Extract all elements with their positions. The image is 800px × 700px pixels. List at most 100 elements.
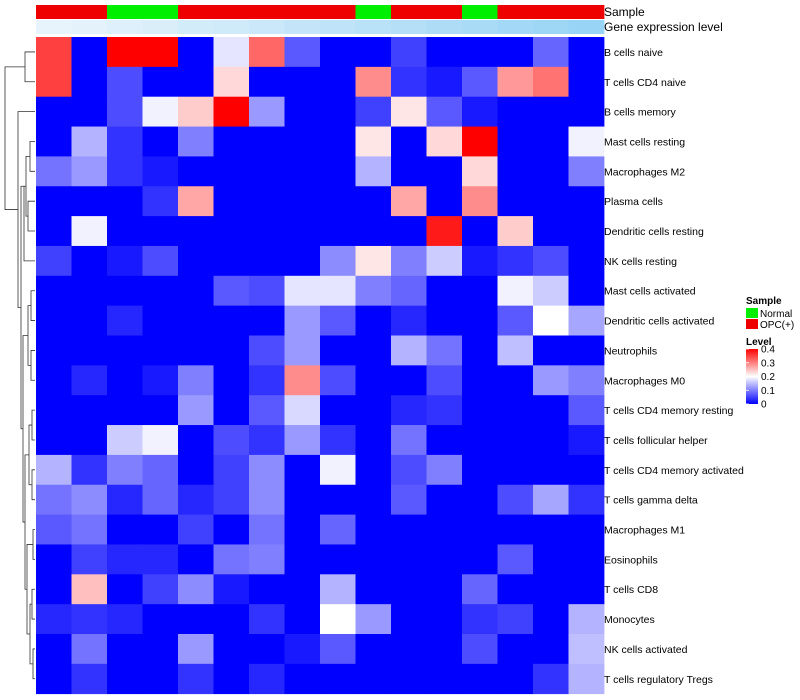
heatmap-cell bbox=[71, 156, 108, 187]
heatmap-cell bbox=[568, 66, 605, 98]
heatmap-cell bbox=[391, 663, 427, 695]
heatmap-cell bbox=[213, 305, 250, 336]
heatmap-cell bbox=[533, 335, 569, 366]
heatmap-cell bbox=[426, 66, 463, 98]
heatmap-cell bbox=[426, 395, 463, 426]
heatmap-cell bbox=[213, 126, 250, 157]
heatmap-cell bbox=[462, 216, 498, 247]
heatmap-cell bbox=[568, 186, 605, 217]
heatmap-cell bbox=[284, 156, 321, 187]
heatmap-cell bbox=[36, 395, 72, 426]
heatmap-cell bbox=[178, 544, 214, 575]
heatmap-cell bbox=[284, 66, 321, 98]
heatmap-cell bbox=[355, 544, 392, 575]
heatmap-cell bbox=[568, 365, 605, 396]
heatmap-cell bbox=[568, 514, 605, 545]
heatmap-cell bbox=[320, 186, 356, 217]
heatmap-cell bbox=[426, 305, 463, 336]
heatmap-cell bbox=[497, 454, 534, 486]
dendrogram-branch bbox=[32, 529, 35, 560]
heatmap-cell bbox=[391, 96, 427, 127]
heatmap-cell bbox=[355, 186, 392, 217]
heatmap-cell bbox=[213, 395, 250, 426]
heatmap-cell bbox=[497, 66, 534, 98]
heatmap-cell bbox=[213, 275, 250, 307]
heatmap-cell bbox=[426, 126, 463, 157]
level-tick-labels: 0 0.1 0.2 0.3 0.4 bbox=[746, 345, 775, 411]
sample-annotation-cell bbox=[107, 5, 143, 19]
row-label: Eosinophils bbox=[604, 554, 658, 566]
heatmap-cell bbox=[426, 186, 463, 217]
row-label: T cells CD8 bbox=[604, 584, 658, 596]
heatmap-cell bbox=[568, 454, 605, 486]
heatmap-cell bbox=[213, 96, 250, 127]
dendrogram-branch bbox=[29, 603, 33, 665]
heatmap-cell bbox=[142, 335, 179, 366]
sample-annotation-cell bbox=[497, 5, 534, 19]
level-legend-title: Level bbox=[746, 337, 772, 348]
heatmap-cell bbox=[533, 663, 569, 695]
heatmap-cell bbox=[355, 96, 392, 127]
heatmap-cell bbox=[107, 156, 143, 187]
heatmap-cell bbox=[71, 574, 108, 605]
heatmap-cell bbox=[178, 96, 214, 127]
heatmap-cell bbox=[426, 216, 463, 247]
heatmap-cell bbox=[71, 37, 108, 68]
heatmap-cell bbox=[320, 604, 356, 635]
heatmap-cell bbox=[391, 275, 427, 307]
heatmap-cell bbox=[568, 574, 605, 605]
sample-annotation-cell bbox=[284, 5, 321, 19]
heatmap-cell bbox=[71, 245, 108, 277]
heatmap-cell bbox=[107, 245, 143, 277]
row-label: B cells naive bbox=[604, 47, 663, 59]
heatmap-cell bbox=[284, 634, 321, 665]
heatmap-cell bbox=[355, 305, 392, 336]
heatmap-cell bbox=[320, 245, 356, 277]
heatmap-cells bbox=[36, 37, 605, 695]
heatmap-cell bbox=[533, 604, 569, 635]
heatmap-cell bbox=[284, 305, 321, 336]
sample-annotation-cell bbox=[462, 5, 498, 19]
heatmap-cell bbox=[320, 425, 356, 456]
heatmap-cell bbox=[142, 126, 179, 157]
heatmap-cell bbox=[497, 156, 534, 187]
dendrogram-branch bbox=[4, 66, 25, 210]
heatmap-cell bbox=[355, 66, 392, 98]
heatmap-cell bbox=[107, 365, 143, 396]
heatmap-cell bbox=[426, 514, 463, 545]
heatmap-cell bbox=[249, 425, 285, 456]
heatmap-cell bbox=[36, 335, 72, 366]
heatmap-cell bbox=[320, 514, 356, 545]
heatmap-cell bbox=[36, 245, 72, 277]
heatmap-cell bbox=[249, 37, 285, 68]
heatmap-cell bbox=[249, 395, 285, 426]
dendrogram-branch bbox=[31, 588, 35, 620]
level-tick-label: 0.2 bbox=[761, 372, 775, 383]
heatmap-cell bbox=[249, 634, 285, 665]
heatmap-cell bbox=[284, 96, 321, 127]
heatmap-cell bbox=[107, 484, 143, 515]
heatmap-cell bbox=[178, 216, 214, 247]
heatmap-cell bbox=[249, 604, 285, 635]
heatmap-cell bbox=[533, 634, 569, 665]
heatmap-cell bbox=[142, 156, 179, 187]
heatmap-cell bbox=[178, 66, 214, 98]
heatmap-cell bbox=[391, 544, 427, 575]
heatmap-cell bbox=[391, 66, 427, 98]
dendrogram-branch bbox=[20, 185, 24, 430]
heatmap-cell bbox=[533, 454, 569, 486]
sample-annotation-cell bbox=[320, 5, 356, 19]
heatmap-cell bbox=[213, 454, 250, 486]
heatmap-cell bbox=[462, 156, 498, 187]
heatmap-cell bbox=[533, 96, 569, 127]
heatmap-cell bbox=[568, 604, 605, 635]
dendrogram-branch bbox=[31, 469, 35, 501]
heatmap-cell bbox=[107, 395, 143, 426]
heatmap-cell bbox=[320, 275, 356, 307]
heatmap-cell bbox=[533, 544, 569, 575]
heatmap-cell bbox=[391, 365, 427, 396]
heatmap-cell bbox=[178, 634, 214, 665]
heatmap-cell bbox=[497, 425, 534, 456]
row-label: Macrophages M0 bbox=[604, 375, 685, 387]
heatmap-cell bbox=[320, 395, 356, 426]
